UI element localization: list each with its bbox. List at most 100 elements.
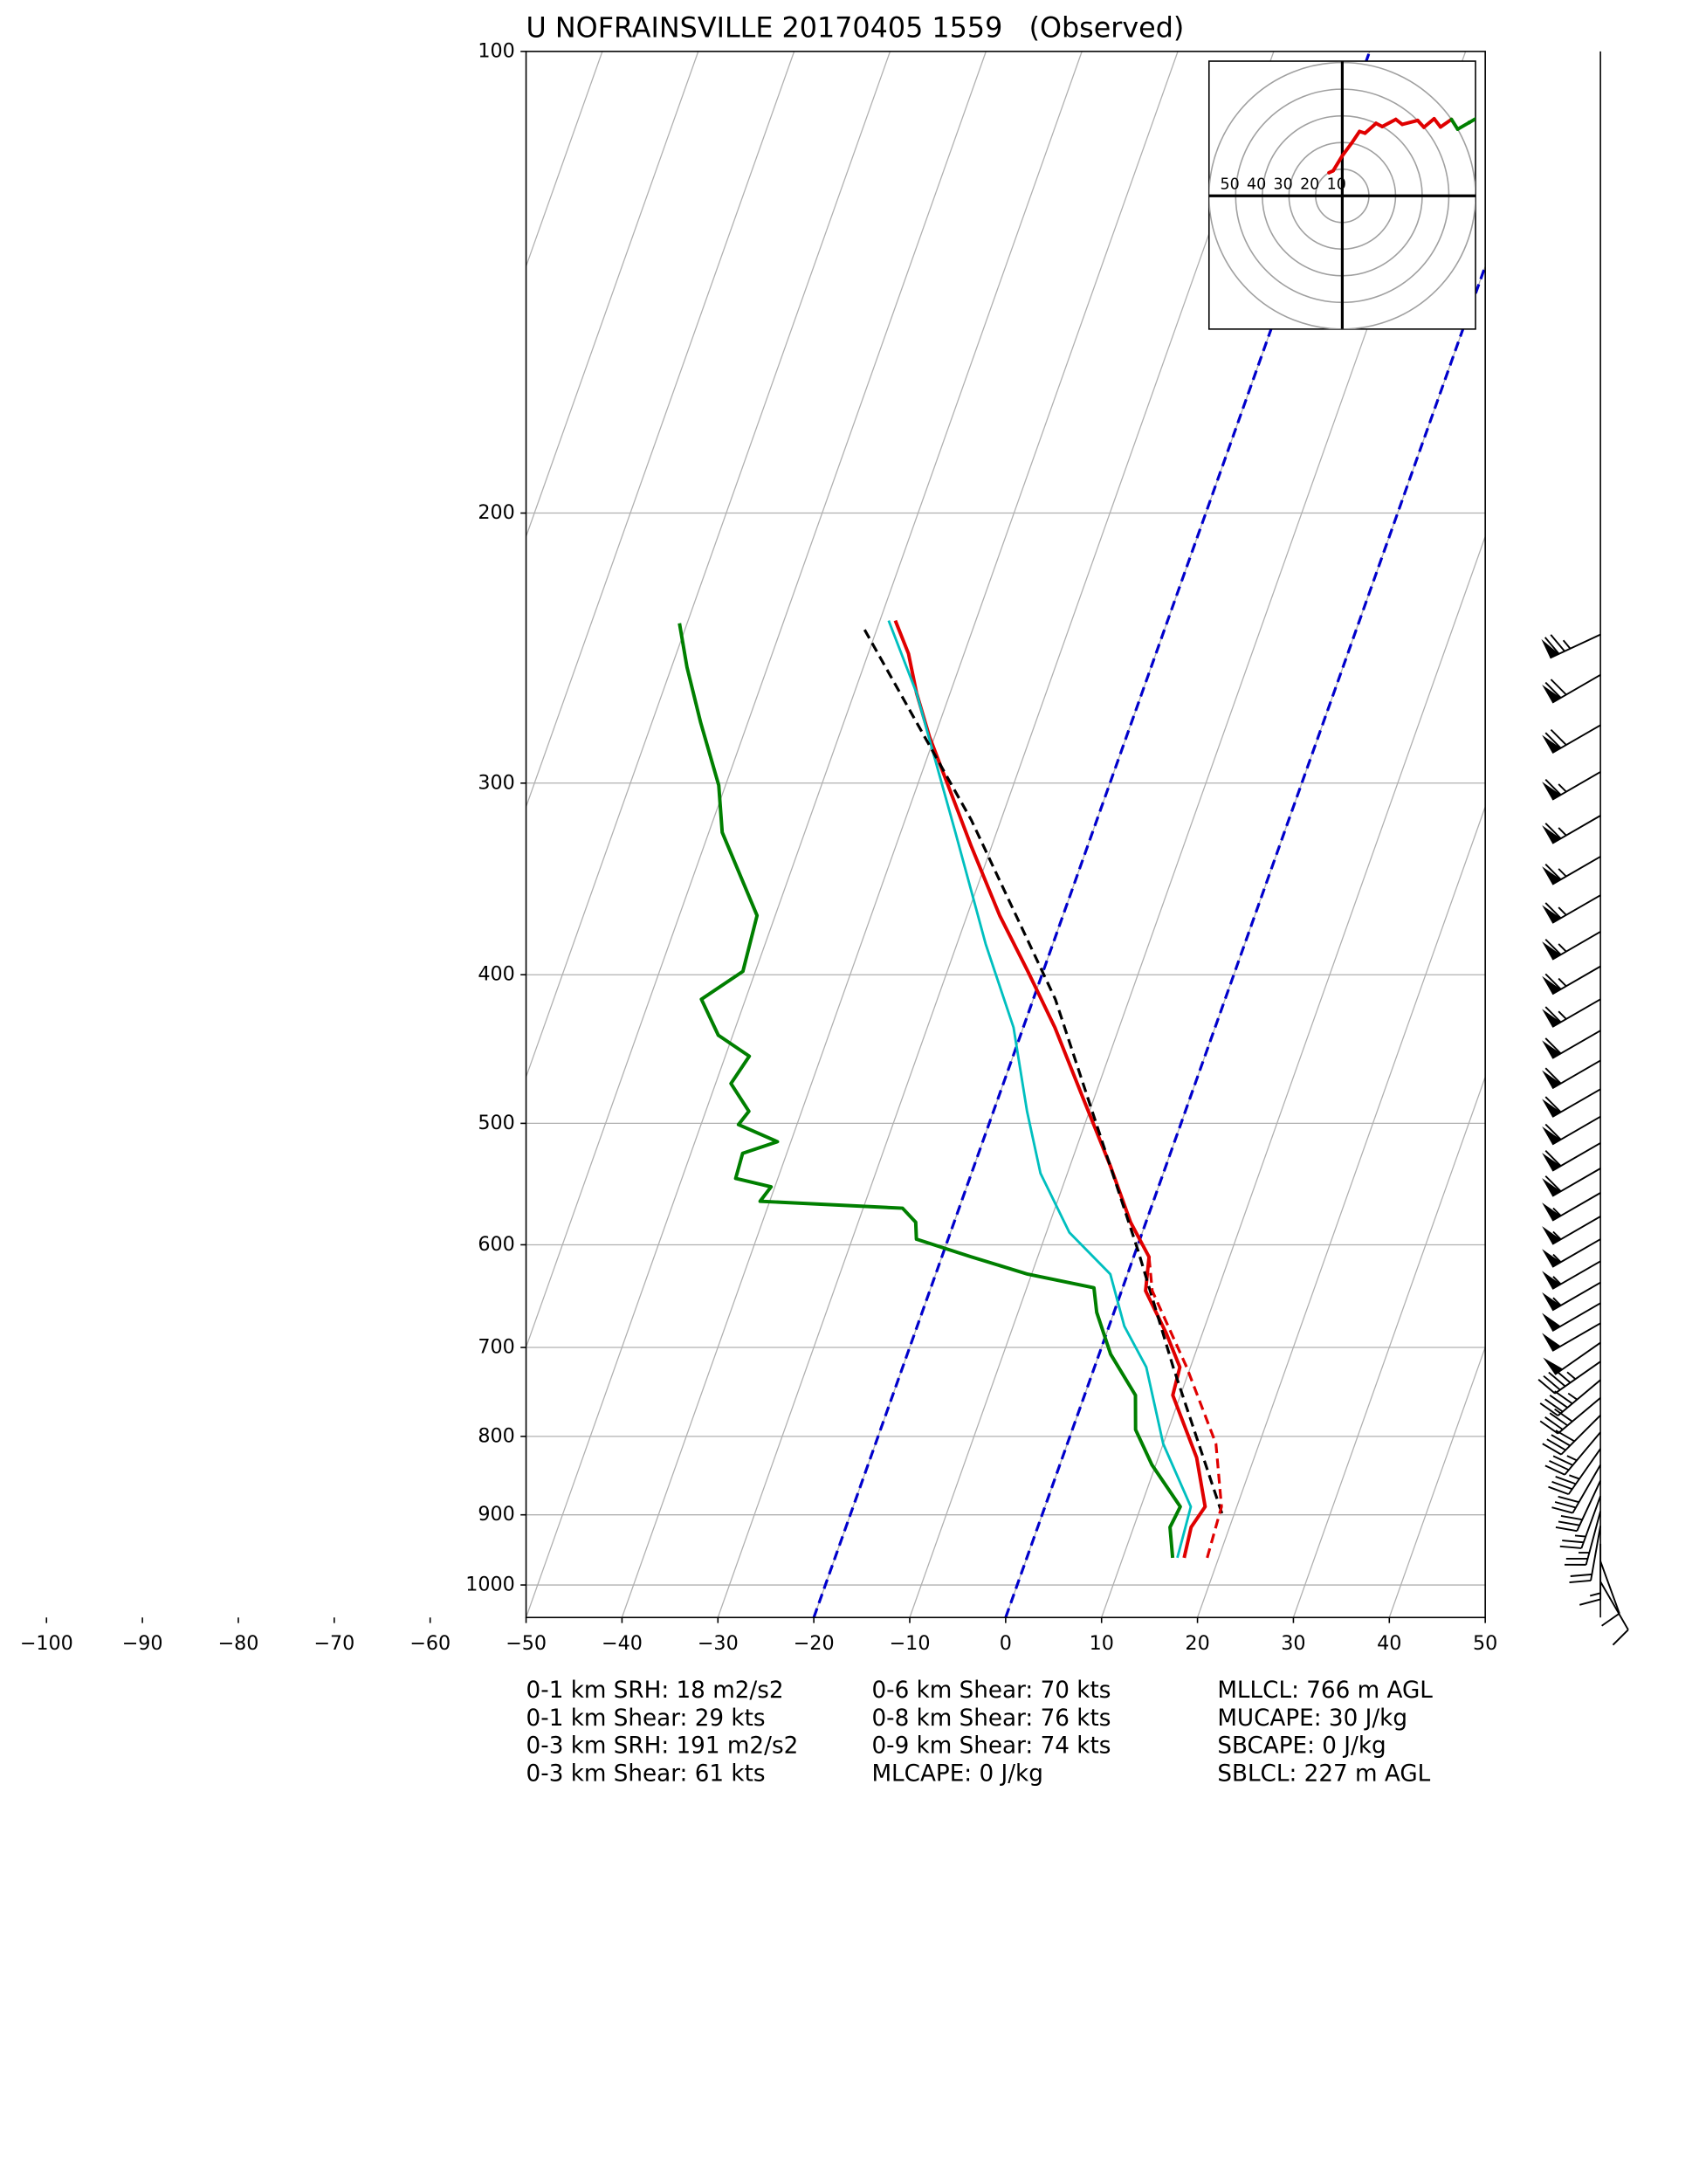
wind-barb [1542,1168,1601,1197]
barb-staff [1579,1543,1602,1606]
stat-text: SBCAPE: 0 J/kg [1217,1733,1386,1760]
wind-barb [1542,1322,1601,1352]
isotherm [526,51,1083,1618]
profile-line [861,625,1224,1514]
barb-staff [1544,724,1601,754]
wind-barb [1542,1238,1601,1268]
isotherm [1292,1075,1486,1618]
stat-text: 0-8 km Shear: 76 kts [871,1705,1111,1732]
barb-flag [1542,734,1561,754]
wind-barb [1543,1341,1601,1375]
wind-barb [1542,1192,1601,1222]
wind-barb [1542,1030,1601,1059]
stat-text: 0-9 km Shear: 74 kts [871,1733,1111,1760]
wind-barb [1542,771,1601,801]
wind-barb [1542,1414,1601,1456]
isotherm [717,51,1275,1618]
barb-staff [1555,1480,1601,1533]
barb-staff [1599,1560,1620,1627]
barb-staff [1551,1216,1601,1245]
barb-staff [1537,1361,1601,1395]
chart-title: U NOFRAINSVILLE 20170405 1559 (Observed) [526,11,1185,44]
y-tick-label: 400 [478,963,514,986]
wind-barb [1542,1088,1601,1118]
barb-flag [1542,1271,1561,1290]
barb-staff [1564,1511,1602,1566]
x-tick-label: −70 [313,1632,354,1655]
highlight-isotherm [1004,262,1486,1618]
stat-text: 0-6 km Shear: 70 kts [871,1678,1111,1704]
wind-barb [1551,1464,1601,1514]
isotherm [526,51,987,1349]
axes-frame [525,51,1486,1619]
wind-barb [1539,1379,1601,1416]
x-tick-label: −20 [794,1632,835,1655]
hodograph-trace [1481,109,1492,116]
highlight-isotherm [812,51,1372,1618]
wind-barb [1542,998,1601,1028]
barb-staff [1539,1396,1601,1435]
hodograph-trace [1455,121,1471,131]
isotherm [1196,804,1486,1618]
x-tick-label: 10 [1090,1632,1114,1655]
barb-staff [1544,771,1601,801]
stat-text: MLLCL: 766 m AGL [1217,1678,1433,1704]
wind-barb [1599,1581,1629,1646]
barb-staff [1551,1238,1601,1268]
wind-barb [1542,1216,1601,1245]
x-tick-label: −100 [20,1632,73,1655]
wind-barb [1579,1543,1602,1606]
barb-flag [1542,941,1561,960]
y-tick-label: 200 [478,501,514,524]
hodograph-trace [1421,116,1436,129]
barb-staff [1544,1115,1601,1146]
wind-barb [1542,674,1601,704]
barb-flag [1542,1333,1561,1352]
x-tick-label: −30 [698,1632,739,1655]
y-tick-label: 600 [478,1233,514,1256]
wind-barb [1537,1361,1601,1395]
stat-text: 0-3 km Shear: 61 kts [526,1760,766,1787]
hodograph-trace [1340,141,1353,158]
profile-line [1147,1257,1223,1559]
x-tick-label: 0 [1000,1632,1012,1655]
y-tick-label: 900 [478,1503,514,1526]
stat-text: SBLCL: 227 m AGL [1217,1760,1430,1787]
barb-staff [1551,1464,1601,1514]
isotherm [526,51,603,268]
barb-staff [1551,1302,1601,1332]
barb-flag [1542,1226,1561,1244]
barb-staff [1539,1379,1601,1416]
isotherm [526,51,699,539]
x-tick-label: −40 [602,1632,643,1655]
hodograph-ring-label: 50 [1220,176,1239,194]
wind-barb [1542,1059,1601,1090]
barb-staff [1544,856,1601,885]
isotherm [1484,1616,1486,1618]
barb-flag [1542,975,1561,995]
wind-barb [1569,1526,1602,1584]
y-tick-label: 500 [478,1112,514,1134]
stat-text: MLCAPE: 0 J/kg [871,1760,1042,1787]
isotherm [526,51,795,809]
wind-barb [1599,1560,1620,1627]
barb-flag [1543,1357,1564,1375]
wind-barb [1542,1302,1601,1332]
barb-staff [1559,1495,1602,1549]
barb-staff [1544,1059,1601,1090]
profile-line [678,623,1182,1559]
wind-barb [1542,1115,1601,1146]
barb-flag [1542,825,1561,844]
barb-flag [1542,905,1561,923]
profile-line [893,619,1207,1559]
hodograph-ring-label: 10 [1327,176,1346,194]
hodograph: 10 20 30 40 50 [1207,60,1523,330]
isotherm [1101,534,1486,1618]
barb-staff [1544,894,1601,924]
barb-staff [1544,1142,1601,1172]
hodograph-ring-label: 40 [1247,176,1266,194]
x-tick-label: 50 [1473,1632,1497,1655]
x-tick-label: −90 [122,1632,163,1655]
hodograph-trace [1503,102,1523,111]
